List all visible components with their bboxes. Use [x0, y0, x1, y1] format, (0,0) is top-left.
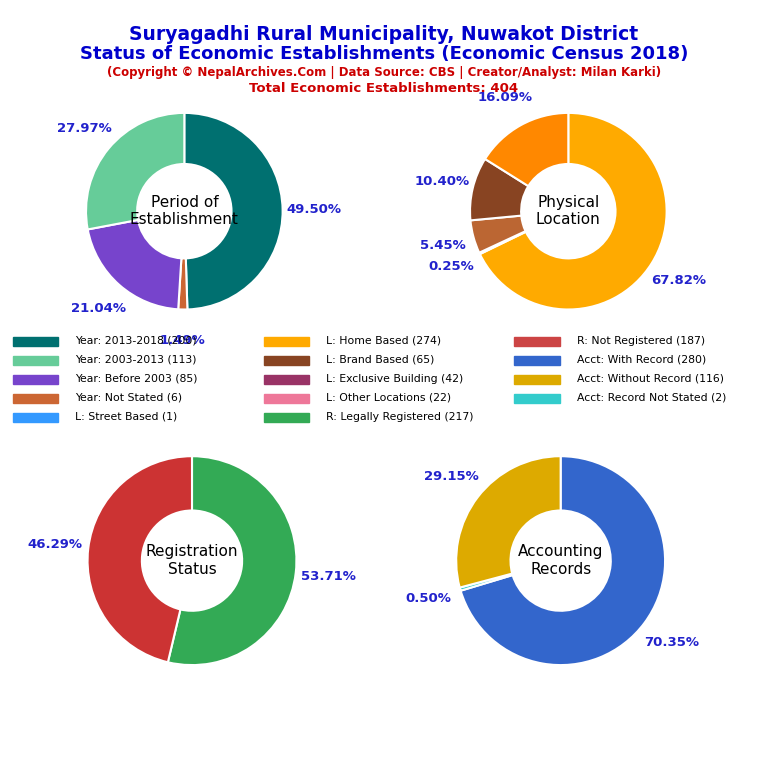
Text: 1.49%: 1.49% — [160, 334, 205, 347]
Text: Period of
Establishment: Period of Establishment — [130, 195, 239, 227]
Wedge shape — [184, 113, 283, 310]
Text: L: Other Locations (22): L: Other Locations (22) — [326, 393, 452, 403]
Wedge shape — [88, 220, 181, 310]
Bar — [13, 356, 58, 365]
Text: Physical
Location: Physical Location — [536, 195, 601, 227]
Bar — [515, 376, 560, 384]
Text: Suryagadhi Rural Municipality, Nuwakot District: Suryagadhi Rural Municipality, Nuwakot D… — [130, 25, 638, 44]
Text: 46.29%: 46.29% — [28, 538, 83, 551]
Text: L: Street Based (1): L: Street Based (1) — [75, 412, 177, 422]
Bar — [13, 413, 58, 422]
Wedge shape — [485, 113, 568, 186]
Text: Acct: Without Record (116): Acct: Without Record (116) — [578, 374, 724, 384]
Text: Acct: Record Not Stated (2): Acct: Record Not Stated (2) — [578, 393, 727, 403]
Text: 67.82%: 67.82% — [650, 273, 706, 286]
Text: Status of Economic Establishments (Economic Census 2018): Status of Economic Establishments (Econo… — [80, 45, 688, 62]
Bar — [13, 337, 58, 346]
Bar — [263, 376, 309, 384]
Bar — [515, 394, 560, 403]
Wedge shape — [460, 574, 512, 591]
Text: 21.04%: 21.04% — [71, 302, 126, 315]
Text: 16.09%: 16.09% — [478, 91, 533, 104]
Bar — [263, 394, 309, 403]
Text: R: Legally Registered (217): R: Legally Registered (217) — [326, 412, 474, 422]
Wedge shape — [168, 456, 296, 665]
Wedge shape — [480, 113, 667, 310]
Text: Year: 2013-2018 (200): Year: 2013-2018 (200) — [75, 336, 197, 346]
Text: Acct: With Record (280): Acct: With Record (280) — [578, 355, 707, 365]
Text: L: Exclusive Building (42): L: Exclusive Building (42) — [326, 374, 464, 384]
Bar — [263, 413, 309, 422]
Text: Accounting
Records: Accounting Records — [518, 545, 604, 577]
Text: L: Brand Based (65): L: Brand Based (65) — [326, 355, 435, 365]
Bar — [515, 337, 560, 346]
Bar — [13, 394, 58, 403]
Text: 70.35%: 70.35% — [644, 637, 699, 650]
Text: Year: Before 2003 (85): Year: Before 2003 (85) — [75, 374, 198, 384]
Text: 27.97%: 27.97% — [57, 122, 112, 135]
Text: (Copyright © NepalArchives.Com | Data Source: CBS | Creator/Analyst: Milan Karki: (Copyright © NepalArchives.Com | Data So… — [107, 66, 661, 79]
Text: 0.25%: 0.25% — [429, 260, 474, 273]
Text: 49.50%: 49.50% — [286, 203, 342, 216]
Wedge shape — [86, 113, 184, 230]
Text: Registration
Status: Registration Status — [146, 545, 238, 577]
Text: Year: 2003-2013 (113): Year: 2003-2013 (113) — [75, 355, 197, 365]
Wedge shape — [470, 159, 528, 220]
Text: 5.45%: 5.45% — [420, 239, 466, 252]
Bar — [13, 376, 58, 384]
Text: Year: Not Stated (6): Year: Not Stated (6) — [75, 393, 183, 403]
Wedge shape — [178, 258, 187, 310]
Text: 29.15%: 29.15% — [424, 470, 478, 483]
Wedge shape — [479, 231, 526, 254]
Text: R: Not Registered (187): R: Not Registered (187) — [578, 336, 705, 346]
Text: 0.50%: 0.50% — [405, 592, 451, 604]
Bar — [263, 356, 309, 365]
Text: L: Home Based (274): L: Home Based (274) — [326, 336, 442, 346]
Wedge shape — [456, 456, 561, 588]
Wedge shape — [461, 456, 665, 665]
Text: 10.40%: 10.40% — [415, 174, 470, 187]
Wedge shape — [471, 216, 525, 253]
Bar — [263, 337, 309, 346]
Wedge shape — [88, 456, 192, 662]
Text: Total Economic Establishments: 404: Total Economic Establishments: 404 — [250, 82, 518, 95]
Text: 53.71%: 53.71% — [302, 570, 356, 583]
Bar — [515, 356, 560, 365]
